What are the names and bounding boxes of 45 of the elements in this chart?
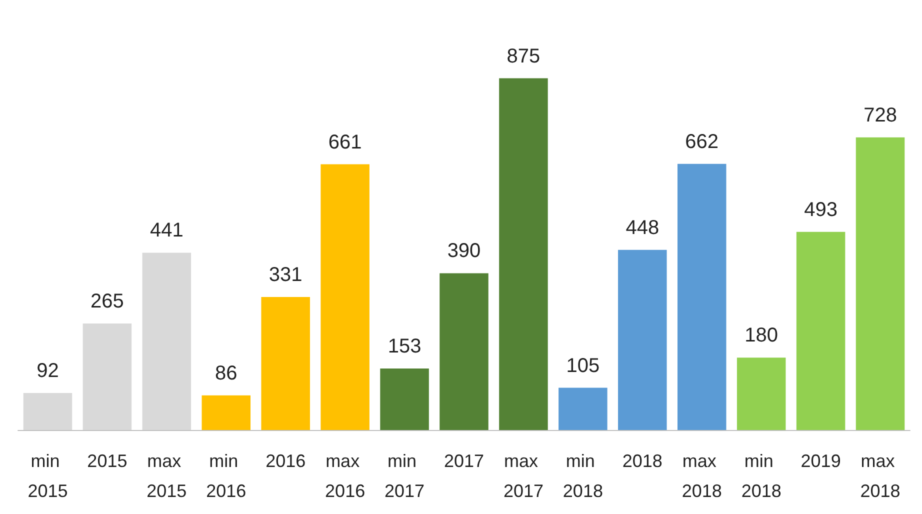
bar (440, 273, 488, 430)
x-tick-label: 2019 (800, 451, 841, 471)
data-label: 153 (388, 335, 422, 358)
data-label: 390 (447, 240, 481, 262)
bar (499, 78, 548, 430)
data-label: 331 (268, 264, 302, 286)
data-label: 180 (744, 324, 778, 347)
x-tick-label: 2016 (266, 451, 306, 471)
x-tick-label: max 2016 (325, 451, 366, 501)
data-label: 875 (506, 45, 540, 68)
bar (202, 395, 251, 430)
bar (82, 323, 132, 430)
bar (558, 388, 608, 430)
x-tick-label: 2017 (444, 451, 484, 471)
data-label: 661 (328, 131, 362, 154)
x-tick-label: 2015 (87, 451, 128, 471)
data-label: 105 (566, 354, 600, 377)
x-tick-label: max 2018 (682, 451, 722, 501)
data-label: 493 (804, 198, 838, 221)
data-label: 265 (90, 290, 124, 312)
x-tick-label: min 2015 (28, 451, 68, 501)
data-label: 86 (215, 362, 238, 384)
bar (856, 137, 905, 430)
bar (261, 296, 310, 430)
data-label: 448 (626, 216, 660, 239)
x-tick-label: min 2018 (562, 451, 603, 501)
data-label: 441 (150, 220, 184, 242)
bar (618, 250, 667, 430)
bar (320, 164, 370, 430)
bar (142, 252, 192, 430)
x-tick-label: min 2017 (384, 451, 425, 501)
x-tick-label: max 2018 (860, 451, 900, 501)
bar (736, 358, 786, 430)
x-tick-label: min 2016 (206, 451, 246, 501)
x-tick-label: max 2017 (503, 451, 544, 501)
x-tick-label: max 2015 (146, 451, 187, 501)
data-label: 662 (685, 130, 719, 153)
data-label: 92 (36, 360, 59, 382)
data-label: 728 (864, 104, 897, 126)
x-tick-label: min 2018 (741, 451, 782, 501)
x-tick-label: 2018 (622, 451, 662, 471)
bar (380, 368, 429, 430)
bar (677, 164, 726, 430)
bar (23, 393, 72, 430)
bar (796, 232, 846, 430)
